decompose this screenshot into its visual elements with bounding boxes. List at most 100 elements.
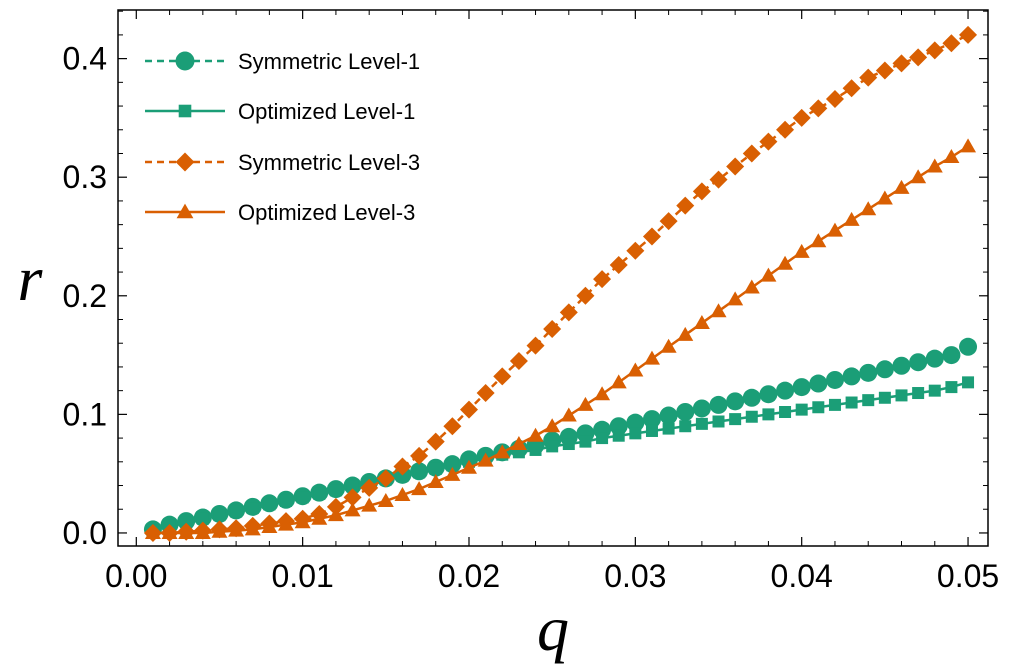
data-point (876, 190, 893, 205)
x-tick-label: 0.00 (105, 558, 167, 594)
data-point (360, 478, 379, 497)
data-point (244, 521, 261, 536)
legend: Symmetric Level-1 Optimized Level-1 Symmet… (145, 49, 420, 225)
data-point (959, 25, 978, 44)
data-point (860, 201, 877, 216)
data-point (712, 415, 725, 428)
data-point (596, 432, 609, 445)
data-point (246, 502, 259, 515)
data-point (962, 376, 975, 389)
legend-label: Symmetric Level-3 (238, 150, 420, 175)
data-point (261, 519, 278, 534)
data-point (676, 196, 695, 215)
data-point (859, 68, 878, 87)
legend-swatch-marker (178, 104, 192, 118)
data-point (759, 385, 778, 404)
y-tick-label: 0.2 (63, 278, 107, 314)
data-point (377, 492, 394, 507)
data-point (626, 413, 645, 432)
data-point (826, 222, 843, 237)
data-point (329, 484, 342, 497)
data-point (178, 524, 195, 539)
data-point (842, 79, 861, 98)
data-point (526, 336, 545, 355)
data-point (842, 367, 861, 386)
data-point (626, 241, 645, 260)
data-point (228, 522, 245, 537)
data-point (562, 438, 575, 451)
data-point (909, 353, 928, 372)
data-point (396, 470, 409, 483)
data-point (493, 367, 512, 386)
data-point (411, 481, 428, 496)
data-point (862, 394, 875, 407)
data-point (144, 524, 161, 539)
data-point (693, 315, 710, 330)
data-point (676, 403, 695, 421)
data-point (413, 466, 426, 479)
data-point (809, 99, 828, 118)
data-point (895, 389, 908, 402)
data-point (643, 350, 660, 365)
data-point (627, 362, 644, 377)
data-point (543, 319, 562, 338)
data-point (679, 420, 692, 433)
data-point (477, 452, 494, 467)
legend-swatch-marker (176, 203, 194, 219)
data-point (642, 227, 661, 246)
data-point (280, 494, 293, 507)
data-point (760, 267, 777, 282)
data-point (777, 255, 794, 270)
data-point (579, 435, 592, 448)
data-point (376, 469, 395, 488)
data-point (361, 497, 378, 512)
data-point (544, 418, 561, 433)
data-point (645, 424, 658, 437)
data-point (460, 459, 477, 474)
data-point (943, 149, 960, 164)
data-point (494, 444, 511, 459)
data-point (426, 432, 445, 451)
data-point (559, 303, 578, 322)
plot-frame-rect (117, 9, 989, 547)
data-point (928, 384, 941, 397)
data-point (476, 384, 495, 403)
data-point (294, 514, 311, 529)
data-point (925, 349, 944, 368)
data-point (727, 291, 744, 306)
data-point (444, 466, 461, 481)
data-point (960, 138, 977, 153)
data-point (926, 158, 943, 173)
data-point (326, 497, 345, 516)
data-point (610, 374, 627, 389)
data-point (576, 286, 595, 305)
data-point (527, 427, 544, 442)
data-point (629, 427, 642, 440)
data-point (875, 360, 894, 379)
data-point (593, 270, 612, 289)
data-point (594, 386, 611, 401)
series-optimized-level-3 (144, 138, 977, 539)
data-point (745, 410, 758, 423)
data-point (346, 480, 359, 493)
data-point (393, 457, 412, 476)
data-point (892, 54, 911, 73)
plot-frame (117, 9, 989, 547)
data-point (742, 388, 761, 407)
data-point (529, 443, 542, 456)
data-point (779, 406, 792, 418)
data-point (762, 408, 775, 421)
data-point (925, 41, 944, 60)
data-point (812, 401, 825, 414)
data-point (263, 498, 276, 511)
data-point (692, 399, 711, 418)
data-point (726, 157, 745, 176)
data-point (612, 429, 625, 442)
x-axis-label: q (537, 593, 569, 664)
data-point (327, 507, 344, 522)
data-point (828, 398, 841, 411)
data-point (709, 170, 728, 189)
data-point (892, 356, 911, 375)
legend-swatch-marker (175, 51, 195, 71)
